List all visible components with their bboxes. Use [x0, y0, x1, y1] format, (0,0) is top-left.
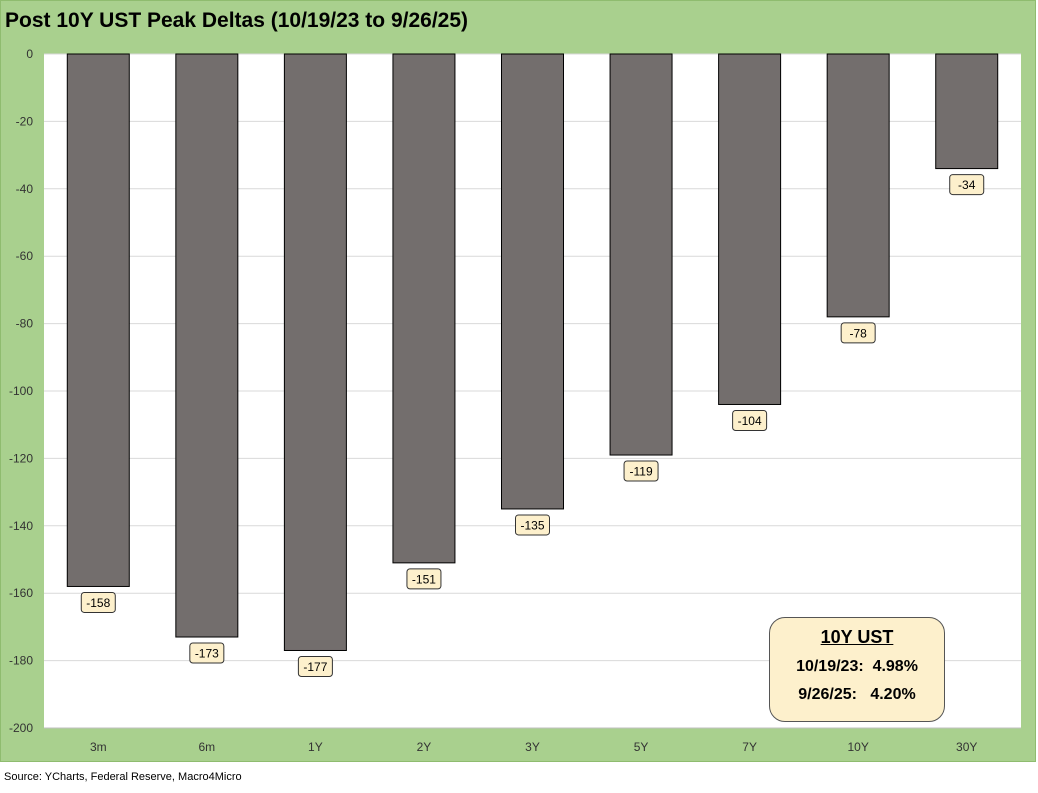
- x-tick-label: 10Y: [847, 740, 868, 754]
- bar: [175, 53, 239, 638]
- data-label: -119: [629, 465, 652, 479]
- data-label-box: [406, 568, 442, 590]
- data-label-box: [949, 174, 985, 196]
- bar: [501, 53, 564, 510]
- data-label-box: [732, 409, 768, 431]
- bar: [392, 53, 456, 564]
- data-label-box: [297, 655, 333, 677]
- bar: [609, 53, 673, 456]
- info-box: 10Y UST 10/19/23: 4.98% 9/26/25: 4.20%: [769, 617, 945, 722]
- y-tick-label: -160: [9, 586, 33, 600]
- x-tick-label: 2Y: [417, 740, 432, 754]
- data-label: -158: [86, 596, 110, 610]
- y-tick-label: -80: [16, 317, 34, 331]
- x-tick-label: 7Y: [742, 740, 757, 754]
- x-tick-label: 30Y: [956, 740, 977, 754]
- bar: [718, 53, 782, 405]
- x-tick-label: 5Y: [634, 740, 649, 754]
- data-label: -78: [849, 326, 867, 340]
- y-tick-label: -40: [16, 182, 34, 196]
- y-tick-label: -180: [9, 654, 33, 668]
- data-label-box: [623, 460, 659, 482]
- data-label: -34: [958, 178, 976, 192]
- y-tick-label: -140: [9, 519, 33, 533]
- info-box-line: 9/26/25: 4.20%: [798, 686, 916, 703]
- bar: [66, 53, 130, 587]
- bar: [283, 53, 347, 651]
- y-tick-label: -120: [9, 451, 33, 465]
- source-note: Source: YCharts, Federal Reserve, Macro4…: [4, 771, 242, 783]
- data-label-box: [189, 642, 225, 664]
- data-label-box: [80, 591, 116, 613]
- x-tick-label: 3m: [90, 740, 107, 754]
- data-label: -177: [303, 660, 327, 674]
- x-tick-label: 3Y: [525, 740, 540, 754]
- y-tick-label: -60: [16, 249, 34, 263]
- x-tick-label: 1Y: [308, 740, 323, 754]
- y-tick-label: -20: [16, 114, 34, 128]
- info-box-title: 10Y UST: [820, 627, 894, 647]
- y-tick-label: -200: [9, 721, 33, 735]
- bar: [935, 53, 999, 170]
- bar: [826, 53, 890, 318]
- chart-title: Post 10Y UST Peak Deltas (10/19/23 to 9/…: [5, 9, 469, 32]
- y-tick-label: 0: [26, 47, 33, 61]
- data-label: -135: [520, 518, 544, 532]
- data-label: -173: [195, 647, 219, 661]
- y-tick-label: -100: [9, 384, 33, 398]
- x-tick-label: 6m: [198, 740, 215, 754]
- data-label: -151: [412, 572, 436, 586]
- data-label-box: [515, 514, 550, 536]
- data-label-box: [840, 322, 876, 344]
- data-label: -104: [738, 414, 762, 428]
- info-box-line: 10/19/23: 4.98%: [796, 658, 918, 675]
